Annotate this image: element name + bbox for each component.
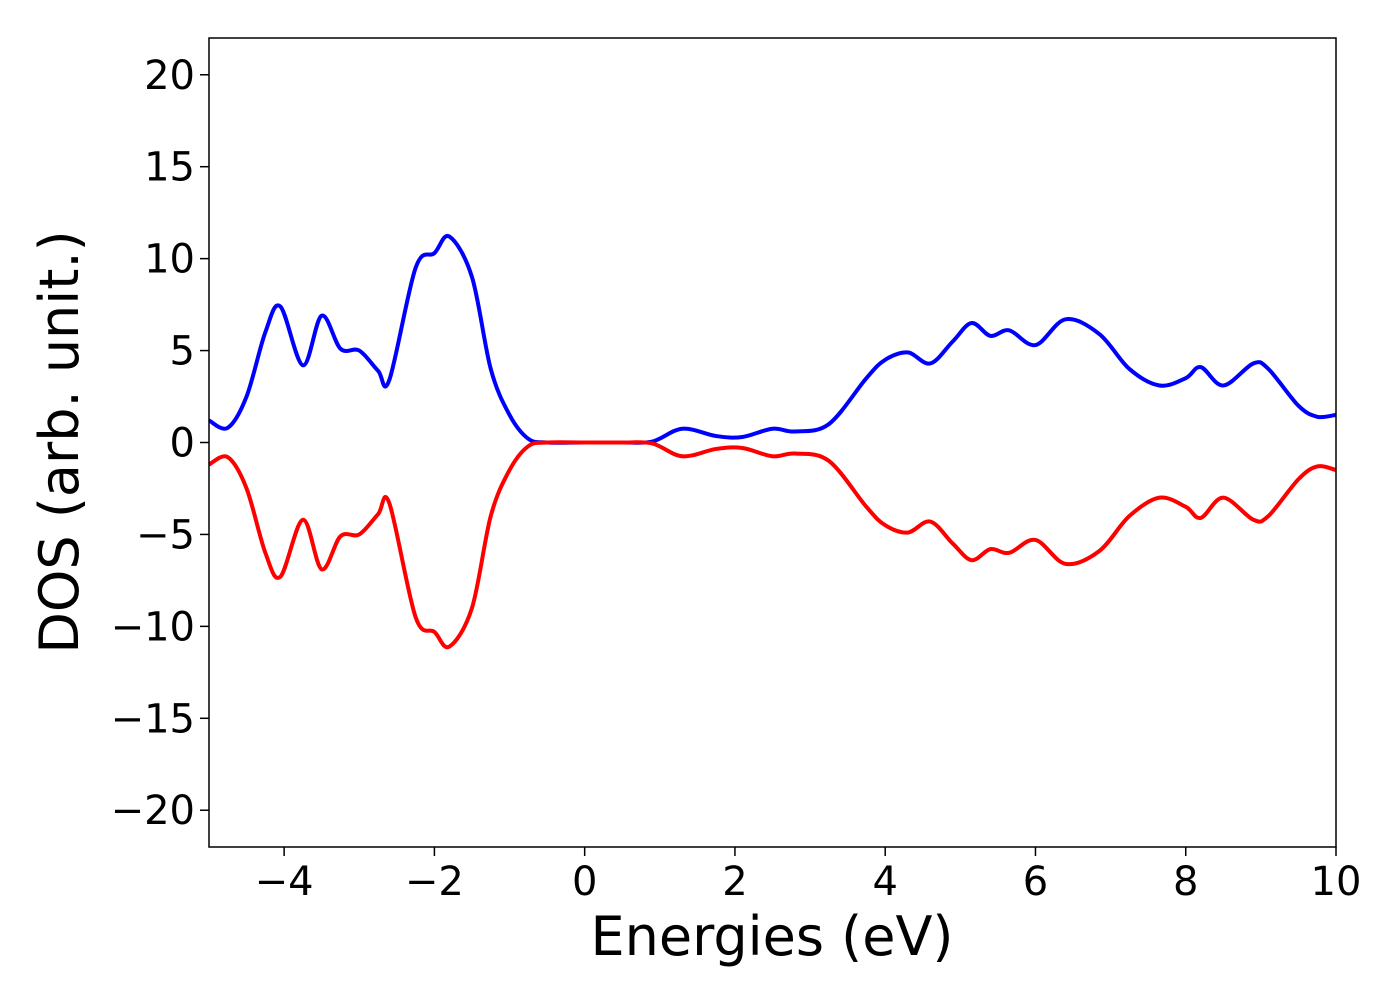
- x-tick-label: 0: [572, 859, 597, 905]
- series-line: [208, 233, 1337, 445]
- series-line: [208, 440, 1337, 650]
- y-tick-label: 20: [144, 53, 195, 99]
- y-axis-label: DOS (arb. unit.): [28, 230, 91, 653]
- plot-frame: [208, 37, 1337, 848]
- x-tick-label: 2: [722, 859, 747, 905]
- x-tick-label: 4: [872, 859, 897, 905]
- y-tick-label: 10: [144, 237, 195, 283]
- y-tick-label: −5: [136, 512, 195, 558]
- y-tick-label: −15: [111, 696, 195, 742]
- x-tick-label: 6: [1023, 859, 1048, 905]
- y-tick-label: −10: [111, 604, 195, 650]
- x-tick-label: 10: [1311, 859, 1362, 905]
- y-tick-label: 0: [170, 421, 195, 467]
- x-tick-label: 8: [1173, 859, 1198, 905]
- x-axis-label: Energies (eV): [591, 905, 954, 968]
- x-tick-label: −2: [405, 859, 464, 905]
- x-tick-label: −4: [255, 859, 314, 905]
- y-tick-label: 5: [170, 329, 195, 375]
- y-tick-label: 15: [144, 145, 195, 191]
- y-tick-label: −20: [111, 788, 195, 834]
